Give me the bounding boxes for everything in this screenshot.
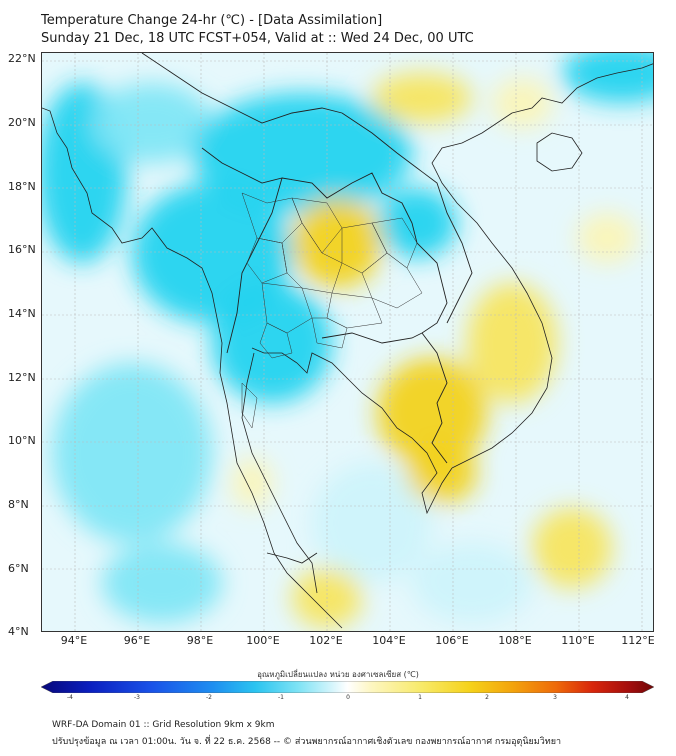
border-cambodia-vietnam	[421, 332, 448, 464]
lat-label-16: 16°N	[8, 243, 36, 256]
warm-zone-peninsula	[232, 458, 272, 508]
coast-peninsula-east	[241, 352, 318, 594]
lon-label-112: 112°E	[621, 634, 655, 647]
colorbar-tick-0: 0	[346, 694, 350, 701]
coast-gulf-thailand	[251, 347, 453, 515]
warm-zone-gulf-tonkin	[492, 78, 552, 128]
border-thai-laos	[281, 172, 448, 334]
warm-zone-vietnam	[467, 283, 557, 403]
lat-label-12: 12°N	[8, 371, 36, 384]
cold-zone-gulf-south	[312, 463, 432, 583]
coastlines	[42, 63, 653, 629]
warm-zone-southeast	[532, 508, 612, 588]
map-area	[41, 52, 654, 632]
cold-zone-southwest	[102, 543, 222, 623]
coast-hainan	[536, 132, 583, 172]
warm-zone-cambodia	[377, 358, 487, 468]
lon-label-106: 106°E	[435, 634, 469, 647]
lat-label-6: 6°N	[8, 562, 29, 575]
lat-label-22: 22°N	[8, 52, 36, 65]
lon-label-104: 104°E	[372, 634, 406, 647]
province-borders	[241, 192, 423, 429]
title-line-1: Temperature Change 24-hr (℃) - [Data Ass…	[41, 13, 383, 28]
lon-label-100: 100°E	[246, 634, 280, 647]
lon-label-98: 98°E	[186, 634, 214, 647]
cold-zone-central	[212, 283, 332, 403]
warm-zone-east	[577, 213, 637, 263]
colorbar-tick-4: 4	[625, 694, 629, 701]
cold-zone-myanmar-north	[92, 83, 212, 163]
country-borders	[141, 53, 473, 564]
border-thai-cambodia	[321, 332, 423, 344]
colorbar-tick-m4: -4	[67, 694, 73, 701]
warm-zone-mekong-delta	[407, 443, 477, 503]
lon-label-102: 102°E	[309, 634, 343, 647]
colorbar	[41, 681, 654, 693]
border-myanmar-thai	[201, 147, 283, 354]
border-myanmar-china	[141, 53, 343, 124]
border-laos-vietnam	[341, 112, 473, 324]
lon-label-96: 96°E	[123, 634, 151, 647]
colorbar-label: อุณหภูมิเปลี่ยนแปลง หน่วย องศาเซลเซียส (…	[257, 670, 419, 679]
warm-zone-isaan-west	[292, 198, 382, 288]
footer-credit: ปรับปรุงข้อมูล ณ เวลา 01:00น. วัน จ. ที่…	[52, 737, 562, 747]
coast-vietnam	[431, 112, 553, 469]
colorbar-tick-1: 1	[418, 694, 422, 701]
colorbar-tick-2: 2	[485, 694, 489, 701]
lat-label-14: 14°N	[8, 307, 36, 320]
colorbar-ramp	[41, 681, 654, 693]
warm-zone-north	[372, 73, 472, 123]
footer-model-info: WRF-DA Domain 01 :: Grid Resolution 9km …	[52, 720, 275, 730]
map-title: Temperature Change 24-hr (℃) - [Data Ass…	[41, 12, 474, 48]
temperature-field	[42, 53, 653, 628]
coast-myanmar-thailand	[42, 107, 343, 629]
border-thai-malaysia	[266, 552, 318, 564]
graticule	[42, 53, 653, 631]
colorbar-tick-m3: -3	[134, 694, 140, 701]
colorbar-tick-3: 3	[553, 694, 557, 701]
cold-zone-northeast	[562, 53, 653, 103]
temperature-change-map	[42, 53, 653, 631]
cold-zone-south-sea	[412, 543, 532, 623]
lon-label-110: 110°E	[561, 634, 595, 647]
coast-china-south	[511, 63, 653, 114]
lon-label-108: 108°E	[498, 634, 532, 647]
lat-label-18: 18°N	[8, 180, 36, 193]
lat-label-4: 4°N	[8, 625, 29, 638]
cold-zone-laos	[377, 188, 457, 258]
title-line-2: Sunday 21 Dec, 18 UTC FCST+054, Valid at…	[41, 31, 474, 46]
cold-zone-andaman	[52, 363, 212, 543]
lat-label-8: 8°N	[8, 498, 29, 511]
lat-label-10: 10°N	[8, 434, 36, 447]
lon-label-94: 94°E	[60, 634, 88, 647]
colorbar-tick-m1: -1	[278, 694, 284, 701]
lat-label-20: 20°N	[8, 116, 36, 129]
colorbar-tick-m2: -2	[206, 694, 212, 701]
